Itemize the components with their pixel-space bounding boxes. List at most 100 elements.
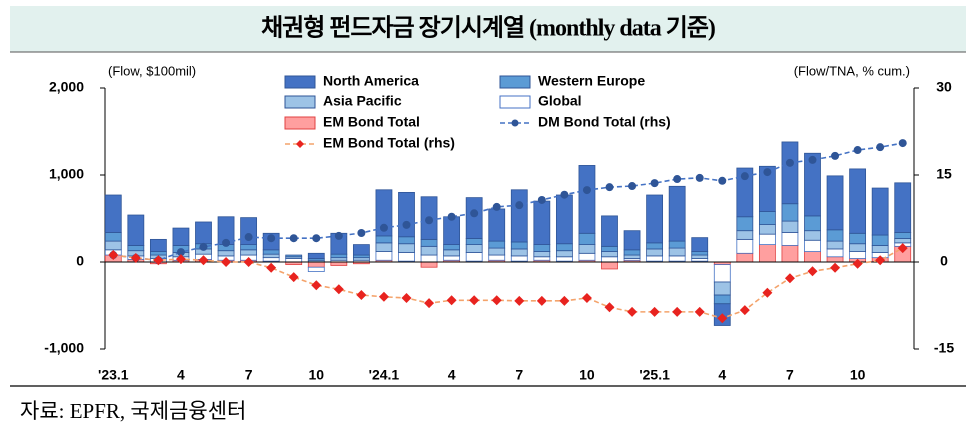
bar-segment xyxy=(781,141,799,205)
bar-segment xyxy=(894,182,912,233)
line-marker xyxy=(537,195,546,204)
bar-segment xyxy=(601,245,618,252)
bar-segment xyxy=(443,244,461,251)
bar-segment xyxy=(420,254,438,263)
bar-segment xyxy=(781,245,799,263)
bar-segment xyxy=(623,254,641,259)
line-marker xyxy=(357,229,366,237)
bar-segment xyxy=(443,216,461,245)
y2-tick-label: 30 xyxy=(936,79,952,95)
bar-segment xyxy=(195,221,212,245)
bar-segment xyxy=(533,244,551,252)
line-marker xyxy=(402,220,411,229)
y2-tick-label: -15 xyxy=(934,340,954,356)
x-tick-label: 10 xyxy=(579,367,595,383)
bar-segment xyxy=(826,248,844,258)
line-marker xyxy=(108,250,119,261)
bar-segment xyxy=(330,261,348,266)
bar-segment xyxy=(623,230,641,251)
bar-segment xyxy=(149,238,167,252)
bar-segment xyxy=(149,251,167,256)
line-marker xyxy=(470,209,479,218)
line-marker xyxy=(312,234,321,243)
line-marker xyxy=(176,248,185,257)
bar-segment xyxy=(533,200,551,246)
line-marker xyxy=(627,306,638,317)
line-marker xyxy=(898,139,907,148)
bar-segment xyxy=(849,251,867,259)
line-marker xyxy=(379,223,388,232)
line-marker xyxy=(718,176,727,185)
bar-segment xyxy=(758,233,776,246)
line-marker xyxy=(785,158,794,167)
bar-segment xyxy=(736,238,754,254)
bar-segment xyxy=(104,194,122,233)
line-marker xyxy=(401,292,412,303)
bar-segment xyxy=(713,294,731,305)
bar-segment xyxy=(758,211,776,225)
bar-segment xyxy=(871,245,889,253)
bar-segment xyxy=(849,168,867,234)
x-tick-label: 7 xyxy=(515,367,523,383)
line-marker xyxy=(740,172,749,181)
line-marker xyxy=(739,305,750,316)
bar-segment xyxy=(127,245,145,252)
line-marker xyxy=(830,262,841,273)
line-marker xyxy=(717,313,728,324)
x-tick-label: 4 xyxy=(718,367,726,383)
x-tick-label: 7 xyxy=(245,367,253,383)
line-marker xyxy=(243,257,254,267)
title-band xyxy=(10,6,966,52)
line-marker xyxy=(175,254,186,265)
bar-segment xyxy=(736,230,754,240)
line-marker xyxy=(897,243,908,254)
legend-label: DM Bond Total (rhs) xyxy=(538,114,671,130)
bar-segment xyxy=(465,252,483,262)
bar-segment xyxy=(578,165,596,234)
line-marker xyxy=(288,272,299,283)
bar-segment xyxy=(398,191,415,238)
line-marker xyxy=(378,291,389,302)
bar-segment xyxy=(826,240,844,250)
bar-segment xyxy=(668,185,686,242)
bar-segment xyxy=(488,240,506,249)
bar-segment xyxy=(488,254,506,261)
bar-segment xyxy=(307,252,325,259)
bar-segment xyxy=(871,187,889,236)
legend-swatch xyxy=(284,116,316,130)
bar-segment xyxy=(849,232,867,245)
bar-segment xyxy=(240,244,258,251)
legend-marker xyxy=(296,140,304,148)
bar-segment xyxy=(398,243,415,253)
bar-segment xyxy=(217,250,235,257)
legend-label: Asia Pacific xyxy=(323,93,402,109)
y-tick-label: 0 xyxy=(76,253,84,269)
line-marker xyxy=(491,295,502,306)
bar-segment xyxy=(646,194,664,244)
bar-segment xyxy=(826,229,844,242)
bar-segment xyxy=(443,249,461,257)
legend-swatch xyxy=(284,95,316,109)
line-marker xyxy=(831,151,840,160)
line-marker xyxy=(581,292,592,303)
line-marker xyxy=(694,306,705,317)
line-marker xyxy=(222,238,231,247)
bar-segment xyxy=(307,266,325,272)
bar-segment xyxy=(646,248,664,257)
x-tick-label: 10 xyxy=(308,367,324,383)
bar-segment xyxy=(375,251,393,261)
legend-swatch xyxy=(499,75,531,89)
line-marker xyxy=(649,306,660,317)
bar-segment xyxy=(555,243,573,252)
bar-segment xyxy=(555,256,573,262)
bar-segment xyxy=(285,258,303,263)
line-marker xyxy=(469,295,480,306)
bar-segment xyxy=(849,243,867,252)
line-marker xyxy=(605,183,614,192)
line-marker xyxy=(446,295,457,306)
bar-segment xyxy=(307,261,325,268)
bar-segment xyxy=(781,220,799,233)
bar-segment xyxy=(375,242,393,252)
line-marker xyxy=(808,155,817,164)
